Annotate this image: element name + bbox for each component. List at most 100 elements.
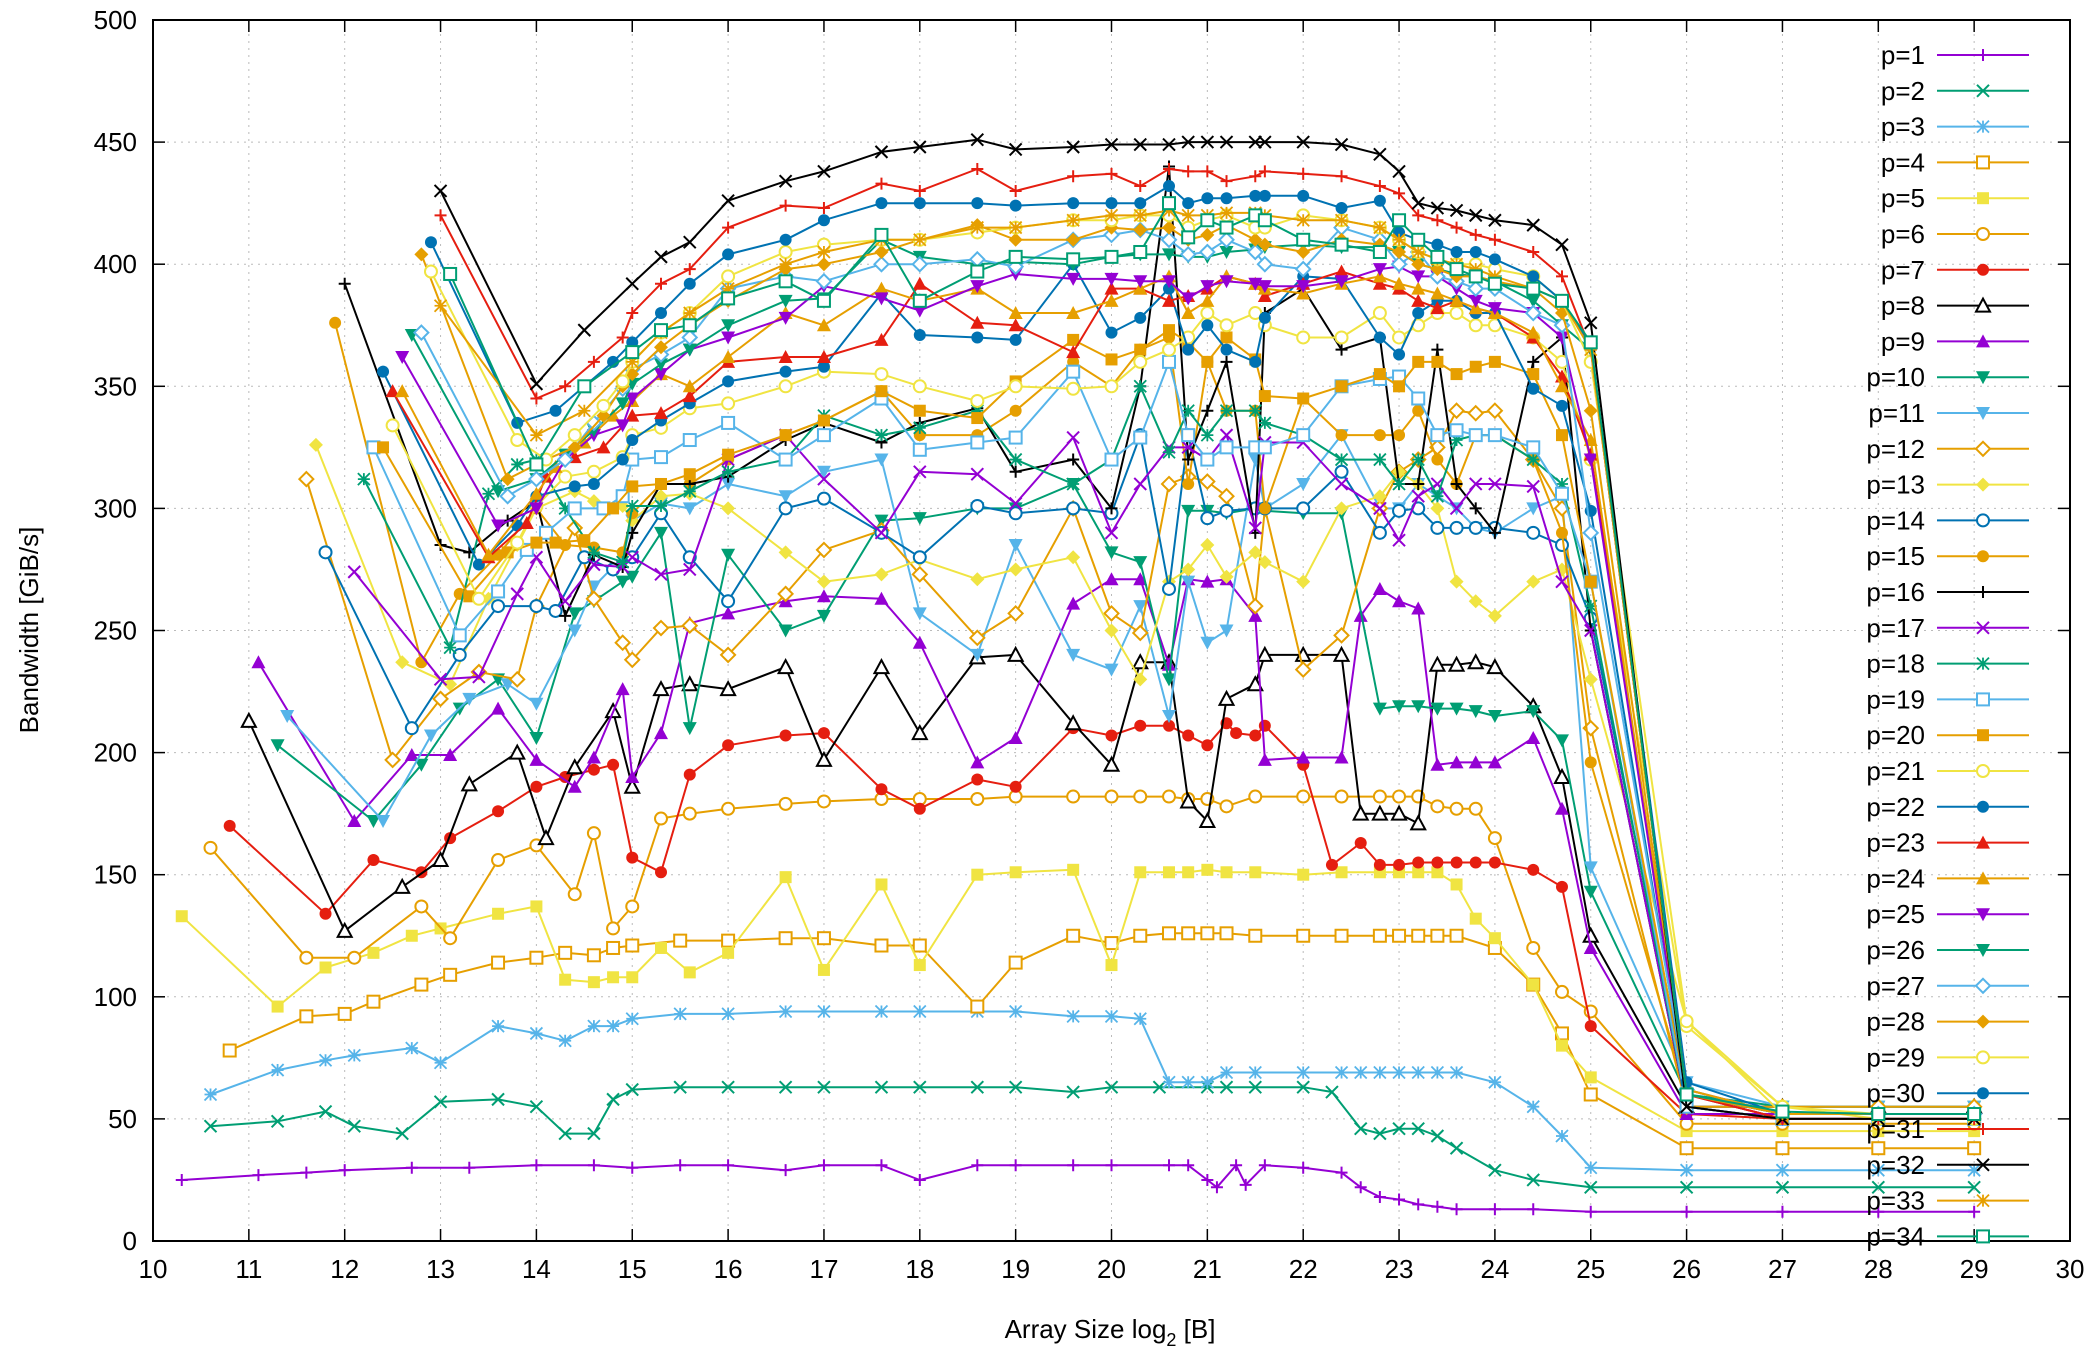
data-point	[1008, 232, 1023, 247]
data-point	[405, 929, 418, 942]
data-point	[1200, 636, 1215, 650]
x-tick-label: 10	[139, 1254, 168, 1284]
data-point	[1008, 955, 1023, 970]
data-point	[1200, 452, 1215, 467]
data-point	[318, 1053, 333, 1067]
data-point	[1450, 1203, 1463, 1216]
data-point	[1411, 700, 1426, 714]
data-point	[614, 634, 632, 652]
data-point	[1392, 533, 1406, 547]
legend-swatch-marker	[1976, 692, 1990, 707]
data-point	[913, 329, 926, 342]
data-point	[500, 472, 515, 487]
data-point	[971, 868, 984, 881]
data-point	[1181, 1075, 1195, 1089]
data-point	[1373, 194, 1386, 207]
data-point	[655, 941, 668, 954]
data-point	[778, 796, 793, 811]
data-point	[1200, 926, 1215, 941]
data-point	[872, 658, 891, 675]
legend-label: p=33	[1866, 1186, 1925, 1216]
data-point	[776, 658, 795, 675]
data-point	[1373, 501, 1387, 516]
data-point	[1486, 658, 1504, 675]
data-point	[1296, 244, 1311, 259]
data-point	[1296, 428, 1311, 443]
data-point	[1871, 1107, 1886, 1122]
data-point	[778, 311, 793, 325]
data-point	[1411, 1121, 1425, 1136]
data-point	[1555, 526, 1568, 539]
data-point	[1219, 206, 1234, 220]
data-point	[1297, 1161, 1310, 1174]
legend-label: p=12	[1866, 434, 1925, 464]
x-tick-label: 28	[1864, 1254, 1893, 1284]
data-point	[1104, 379, 1119, 394]
legend-label: p=18	[1866, 649, 1925, 679]
data-point	[1583, 940, 1598, 954]
data-point	[623, 777, 641, 794]
data-point	[1373, 220, 1387, 235]
data-point	[1373, 331, 1386, 344]
data-point	[491, 584, 506, 599]
data-point	[586, 948, 601, 963]
y-tick-label: 350	[94, 371, 137, 401]
series-line	[420, 226, 1975, 1115]
data-point	[404, 748, 419, 762]
data-point	[1527, 978, 1540, 991]
data-point	[1526, 281, 1541, 296]
data-point	[874, 332, 889, 346]
data-point	[1392, 700, 1407, 714]
data-point	[587, 1159, 600, 1172]
data-point	[1553, 767, 1571, 785]
legend-label: p=11	[1868, 398, 1925, 428]
data-point	[683, 484, 697, 498]
data-point	[817, 202, 830, 215]
data-point	[347, 950, 362, 965]
data-point	[1968, 1205, 1981, 1218]
series-p30	[424, 180, 1981, 1121]
data-point	[1488, 526, 1501, 539]
data-point	[568, 480, 581, 493]
data-point	[816, 491, 831, 506]
data-point	[1006, 645, 1025, 662]
data-point	[654, 358, 669, 372]
data-point	[423, 264, 438, 279]
data-point	[625, 770, 640, 784]
series-line	[353, 434, 1975, 1120]
data-point	[1181, 230, 1196, 245]
data-point	[377, 365, 390, 378]
data-point	[529, 486, 544, 500]
data-point	[1447, 655, 1466, 672]
data-point	[816, 257, 831, 272]
data-point	[1449, 928, 1464, 943]
data-point	[683, 306, 697, 320]
data-point	[970, 498, 985, 513]
data-point	[1554, 379, 1569, 393]
data-point	[1008, 1080, 1023, 1094]
data-point	[1393, 858, 1406, 871]
series-p33	[433, 203, 1981, 1121]
data-point	[1430, 799, 1445, 814]
data-point	[529, 1099, 544, 1114]
data-point	[1679, 1163, 1694, 1177]
data-point	[778, 174, 793, 188]
series-p12	[297, 402, 1983, 1116]
data-point	[721, 291, 736, 306]
data-point	[817, 1004, 831, 1019]
legend-label: p=29	[1866, 1042, 1925, 1072]
legend-label: p=1	[1881, 40, 1925, 70]
data-point	[1468, 318, 1483, 333]
data-point	[1412, 1198, 1425, 1211]
data-point	[682, 722, 697, 736]
data-point	[682, 433, 697, 448]
data-point	[1220, 866, 1233, 879]
data-point	[615, 374, 630, 389]
data-point	[1334, 330, 1349, 345]
series-p5	[175, 863, 1981, 1138]
data-point	[1007, 604, 1025, 622]
data-point	[606, 1019, 620, 1033]
data-point	[1182, 165, 1195, 178]
data-point	[721, 1007, 735, 1021]
data-point	[1372, 263, 1387, 277]
